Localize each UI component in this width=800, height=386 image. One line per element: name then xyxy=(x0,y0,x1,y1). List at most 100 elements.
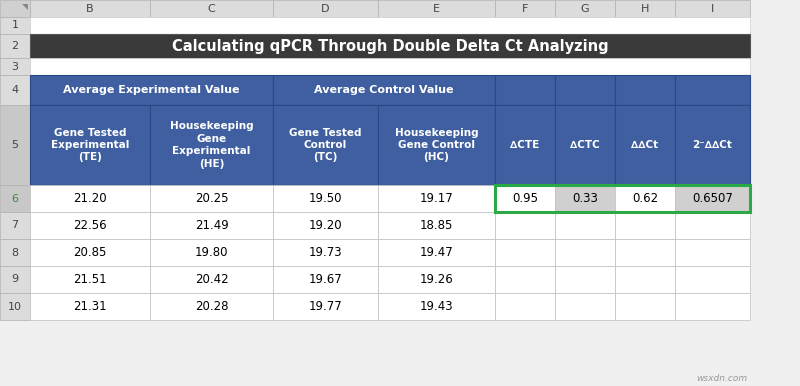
Bar xyxy=(495,293,555,320)
Bar xyxy=(555,212,615,239)
Text: 21.31: 21.31 xyxy=(73,300,107,313)
Bar xyxy=(378,239,495,266)
Bar xyxy=(615,266,675,293)
Text: 0.95: 0.95 xyxy=(512,192,538,205)
Text: G: G xyxy=(581,3,590,14)
Text: 5: 5 xyxy=(11,140,18,150)
Bar xyxy=(0,212,30,239)
Text: 19.80: 19.80 xyxy=(194,246,228,259)
Text: 20.28: 20.28 xyxy=(194,300,228,313)
Text: 9: 9 xyxy=(11,274,18,284)
Text: 6: 6 xyxy=(11,193,18,203)
Bar xyxy=(675,212,750,239)
Text: 22.56: 22.56 xyxy=(73,219,107,232)
Bar xyxy=(555,185,615,212)
Bar xyxy=(675,75,750,105)
Text: ∆CTE: ∆CTE xyxy=(510,140,540,150)
Bar xyxy=(0,58,30,75)
Text: C: C xyxy=(208,3,215,14)
Text: 19.20: 19.20 xyxy=(309,219,342,232)
Text: 8: 8 xyxy=(11,247,18,257)
Bar xyxy=(615,239,675,266)
Text: Housekeeping
Gene Control
(HC): Housekeeping Gene Control (HC) xyxy=(394,128,478,163)
Text: Average Control Value: Average Control Value xyxy=(314,85,454,95)
Text: 19.77: 19.77 xyxy=(309,300,342,313)
Bar xyxy=(30,75,273,105)
Bar xyxy=(615,0,675,17)
Bar xyxy=(675,185,750,212)
Text: E: E xyxy=(433,3,440,14)
Text: 19.73: 19.73 xyxy=(309,246,342,259)
Bar xyxy=(30,212,150,239)
Text: I: I xyxy=(711,3,714,14)
Text: wsxdn.com: wsxdn.com xyxy=(696,374,747,383)
Text: B: B xyxy=(86,3,94,14)
Bar xyxy=(675,0,750,17)
Bar xyxy=(378,185,495,212)
Bar xyxy=(0,105,30,185)
Bar xyxy=(150,185,273,212)
Bar xyxy=(273,266,378,293)
Text: 19.26: 19.26 xyxy=(420,273,454,286)
Bar xyxy=(495,212,555,239)
Bar xyxy=(150,266,273,293)
Bar xyxy=(273,75,495,105)
Text: 21.51: 21.51 xyxy=(73,273,107,286)
Bar xyxy=(273,105,378,185)
Text: 0.6507: 0.6507 xyxy=(692,192,733,205)
Bar xyxy=(273,0,378,17)
Text: F: F xyxy=(522,3,528,14)
Text: 18.85: 18.85 xyxy=(420,219,453,232)
Polygon shape xyxy=(22,4,28,10)
Bar xyxy=(150,0,273,17)
Bar xyxy=(30,0,150,17)
Bar xyxy=(0,293,30,320)
Bar xyxy=(615,293,675,320)
Bar xyxy=(30,58,750,75)
Text: 21.49: 21.49 xyxy=(194,219,228,232)
Bar xyxy=(675,293,750,320)
Bar xyxy=(495,185,750,212)
Bar xyxy=(378,293,495,320)
Text: ∆∆Ct: ∆∆Ct xyxy=(631,140,658,150)
Bar xyxy=(615,185,675,212)
Bar xyxy=(378,0,495,17)
Bar xyxy=(495,239,555,266)
Text: Average Experimental Value: Average Experimental Value xyxy=(63,85,240,95)
Bar xyxy=(675,105,750,185)
Text: 1: 1 xyxy=(11,20,18,30)
Bar xyxy=(378,266,495,293)
Text: D: D xyxy=(322,3,330,14)
Text: 21.20: 21.20 xyxy=(73,192,107,205)
Bar xyxy=(30,185,150,212)
Text: 19.50: 19.50 xyxy=(309,192,342,205)
Bar xyxy=(30,266,150,293)
Bar xyxy=(495,266,555,293)
Bar xyxy=(30,17,750,34)
Bar xyxy=(378,212,495,239)
Bar xyxy=(495,0,555,17)
Bar xyxy=(615,75,675,105)
Bar xyxy=(0,239,30,266)
Bar xyxy=(555,105,615,185)
Text: 20.85: 20.85 xyxy=(74,246,106,259)
Text: 10: 10 xyxy=(8,301,22,312)
Text: 20.25: 20.25 xyxy=(194,192,228,205)
Text: 2: 2 xyxy=(11,41,18,51)
Bar xyxy=(555,239,615,266)
Bar xyxy=(0,17,30,34)
Text: 7: 7 xyxy=(11,220,18,230)
Bar xyxy=(495,185,555,212)
Bar xyxy=(555,0,615,17)
Bar xyxy=(555,75,615,105)
Bar xyxy=(273,293,378,320)
Text: Calculating qPCR Through Double Delta Ct Analyzing: Calculating qPCR Through Double Delta Ct… xyxy=(172,39,608,54)
Text: Housekeeping
Gene
Experimental
(HE): Housekeeping Gene Experimental (HE) xyxy=(170,122,254,169)
Bar xyxy=(150,239,273,266)
Bar xyxy=(0,75,30,105)
Bar xyxy=(615,105,675,185)
Bar xyxy=(495,75,555,105)
Text: 3: 3 xyxy=(11,61,18,71)
Bar xyxy=(0,185,30,212)
Bar xyxy=(273,239,378,266)
